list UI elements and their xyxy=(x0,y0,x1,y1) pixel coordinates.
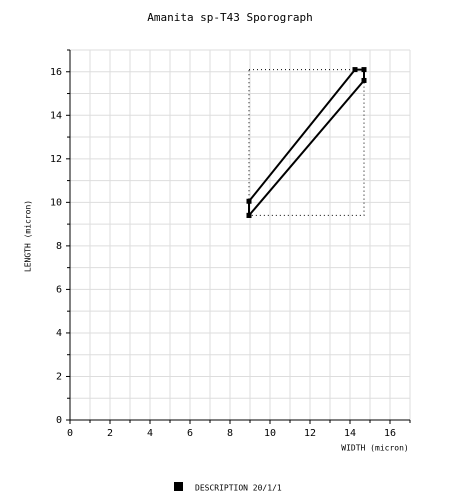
vertex-marker xyxy=(246,212,252,218)
vertex-marker xyxy=(352,67,358,73)
x-tick-label: 0 xyxy=(67,428,73,439)
bounding-box xyxy=(248,69,365,216)
x-tick-label: 10 xyxy=(264,428,276,439)
legend-marker xyxy=(174,482,183,491)
x-tick-label: 12 xyxy=(304,428,316,439)
y-tick-label: 10 xyxy=(50,197,62,208)
chart-title: Amanita sp-T43 Sporograph xyxy=(147,11,313,24)
legend-label: DESCRIPTION 20/1/1 xyxy=(195,484,282,493)
x-tick-label: 4 xyxy=(147,428,153,439)
x-tick-label: 8 xyxy=(227,428,233,439)
y-tick-label: 6 xyxy=(56,284,62,295)
x-tick-label: 16 xyxy=(384,428,396,439)
y-axis-label: LENGTH (micron) xyxy=(24,200,33,272)
y-tick-label: 4 xyxy=(56,328,62,339)
vertex-marker xyxy=(361,67,367,73)
x-axis-label: WIDTH (micron) xyxy=(341,444,408,453)
y-tick-label: 16 xyxy=(50,67,62,78)
x-tick-label: 2 xyxy=(107,428,113,439)
x-tick-label: 14 xyxy=(344,428,356,439)
y-tick-label: 2 xyxy=(56,371,62,382)
vertex-marker xyxy=(361,77,367,83)
spore-outline xyxy=(248,68,365,217)
y-tick-label: 14 xyxy=(50,110,62,121)
y-tick-label: 0 xyxy=(56,415,62,426)
x-tick-label: 6 xyxy=(187,428,193,439)
y-tick-label: 12 xyxy=(50,154,62,165)
y-tick-label: 8 xyxy=(56,241,62,252)
vertex-marker xyxy=(246,198,252,204)
